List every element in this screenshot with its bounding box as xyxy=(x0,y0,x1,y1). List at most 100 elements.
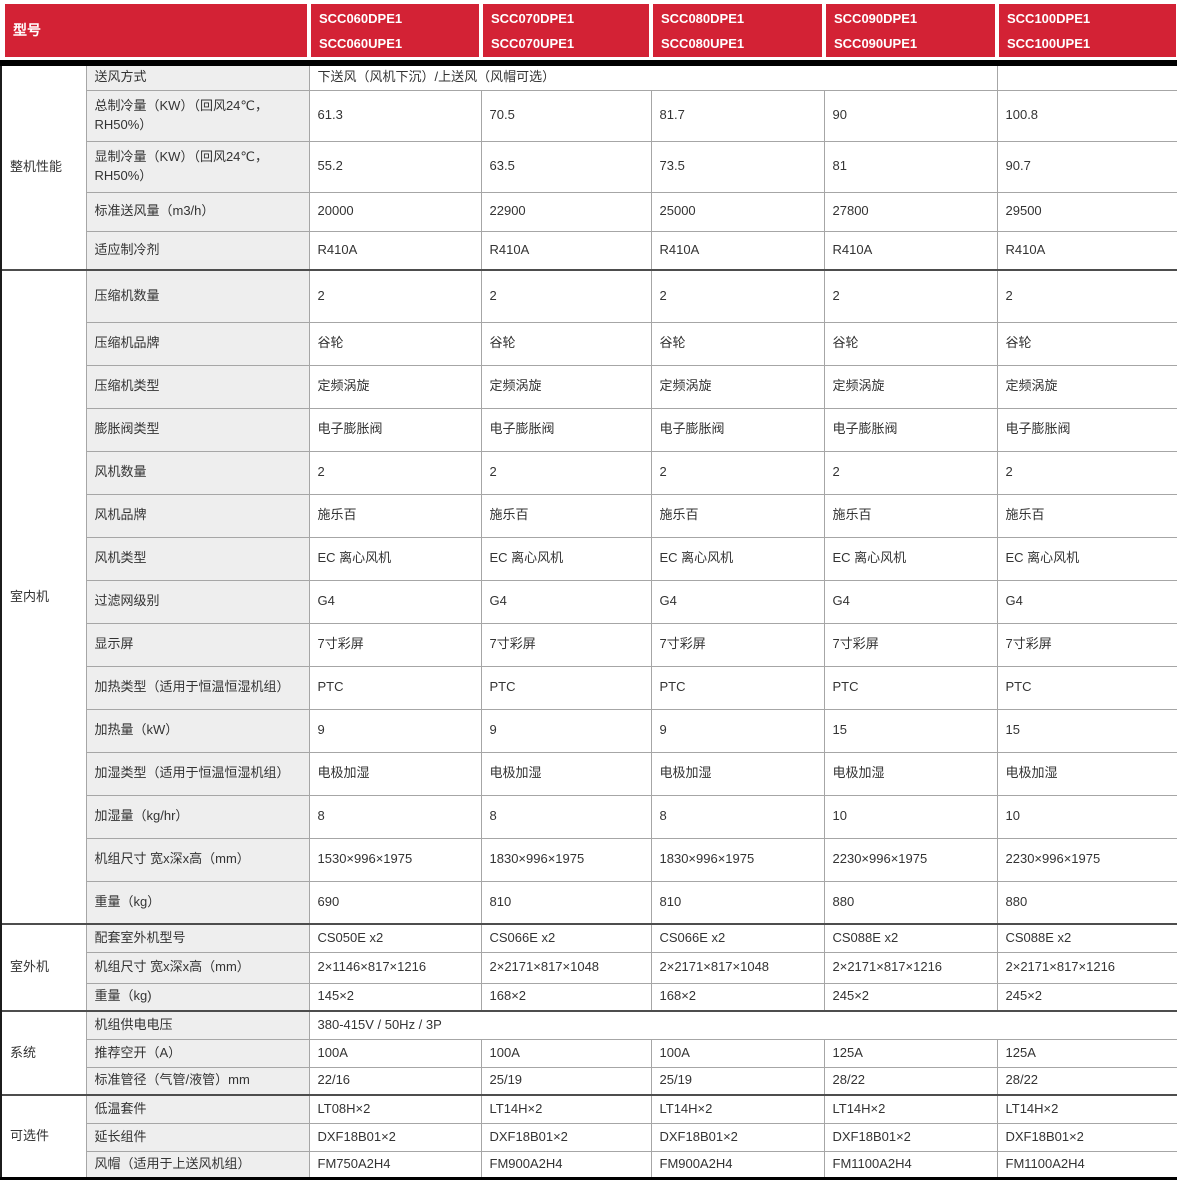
spec-row: 延长组件 DXF18B01×2 DXF18B01×2 DXF18B01×2 DXF18B… xyxy=(1,1122,1177,1152)
spec-value: 125A xyxy=(996,1038,1177,1068)
spec-value: 100A xyxy=(650,1038,825,1068)
spec-value: 2 xyxy=(308,269,482,323)
spec-label: 过滤网级别 xyxy=(85,579,310,624)
spec-value: 22/16 xyxy=(308,1066,482,1096)
spec-value: CS050E x2 xyxy=(308,923,482,953)
spec-value: DXF18B01×2 xyxy=(650,1122,825,1152)
spec-row: 重量（kg） 690 810 810 880 880 xyxy=(1,880,1177,925)
spec-label: 加热量（kW） xyxy=(85,708,310,753)
spec-value: FM1100A2H4 xyxy=(996,1150,1177,1180)
spec-value: 245×2 xyxy=(823,982,998,1012)
spec-value: 1830×996×1975 xyxy=(480,837,652,882)
spec-label: 膨胀阀类型 xyxy=(85,407,310,452)
spec-value: 9 xyxy=(480,708,652,753)
spec-value: 100A xyxy=(480,1038,652,1068)
spec-value: G4 xyxy=(480,579,652,624)
spec-value-empty xyxy=(996,63,1177,91)
spec-value: 29500 xyxy=(996,191,1177,232)
spec-label: 显示屏 xyxy=(85,622,310,667)
spec-label: 低温套件 xyxy=(85,1094,310,1124)
spec-value: 28/22 xyxy=(996,1066,1177,1096)
spec-value: 施乐百 xyxy=(650,493,825,538)
spec-value: EC 离心风机 xyxy=(308,536,482,581)
spec-value: 电极加湿 xyxy=(823,751,998,796)
spec-value: 定频涡旋 xyxy=(823,364,998,409)
spec-value: 9 xyxy=(308,708,482,753)
spec-value: 定频涡旋 xyxy=(650,364,825,409)
spec-value: PTC xyxy=(308,665,482,710)
model-header-cell: SCC090DPE1 SCC090UPE1 xyxy=(824,0,997,66)
model-name-line1: SCC100DPE1 xyxy=(1007,10,1091,26)
spec-value: 2 xyxy=(480,450,652,495)
spec-row: 室外机 配套室外机型号 CS050E x2 CS066E x2 CS066E x2 CS0… xyxy=(0,923,1177,1012)
spec-value: LT14H×2 xyxy=(996,1094,1177,1124)
spec-value: 电极加湿 xyxy=(308,751,482,796)
spec-value: 810 xyxy=(480,880,652,925)
spec-value: G4 xyxy=(823,579,998,624)
spec-label: 重量（kg) xyxy=(85,982,310,1012)
spec-row: 室内机 压缩机数量 2 2 2 2 2 xyxy=(0,269,1177,925)
spec-value: FM1100A2H4 xyxy=(823,1150,998,1180)
spec-value: R410A xyxy=(650,230,825,271)
spec-row: 风帽（适用于上送风机组） FM750A2H4 FM900A2H4 FM900A2H4 F… xyxy=(1,1150,1177,1180)
spec-value: 谷轮 xyxy=(650,321,825,366)
spec-value: 55.2 xyxy=(308,140,482,193)
spec-value: CS088E x2 xyxy=(996,923,1177,953)
spec-value: 施乐百 xyxy=(480,493,652,538)
spec-value: 25/19 xyxy=(650,1066,825,1096)
spec-label: 送风方式 xyxy=(85,63,310,91)
spec-row: 过滤网级别 G4 G4 G4 G4 G4 xyxy=(1,579,1177,624)
spec-label: 机组尺寸 宽x深x高（mm） xyxy=(85,837,310,882)
spec-label: 加湿类型（适用于恒温恒湿机组） xyxy=(85,751,310,796)
spec-value: 7寸彩屏 xyxy=(823,622,998,667)
spec-value: 定频涡旋 xyxy=(996,364,1177,409)
spec-row: 压缩机类型 定频涡旋 定频涡旋 定频涡旋 定频涡旋 定频涡旋 xyxy=(1,364,1177,409)
spec-value: 谷轮 xyxy=(823,321,998,366)
spec-value: DXF18B01×2 xyxy=(480,1122,652,1152)
spec-value: 7寸彩屏 xyxy=(480,622,652,667)
spec-row: 加热量（kW） 9 9 9 15 15 xyxy=(1,708,1177,753)
spec-value: PTC xyxy=(996,665,1177,710)
spec-label: 压缩机类型 xyxy=(85,364,310,409)
model-name: SCC070DPE1 SCC070UPE1 xyxy=(483,4,649,57)
spec-value: 电子膨胀阀 xyxy=(308,407,482,452)
spec-value: DXF18B01×2 xyxy=(823,1122,998,1152)
model-name: SCC100DPE1 SCC100UPE1 xyxy=(999,4,1176,57)
section-group-label: 整机性能 xyxy=(0,63,87,271)
model-corner-label: 型号 xyxy=(5,4,307,57)
spec-value: 81 xyxy=(823,140,998,193)
spec-label: 机组供电电压 xyxy=(85,1010,310,1040)
spec-value: 25000 xyxy=(650,191,825,232)
spec-value: 谷轮 xyxy=(480,321,652,366)
spec-value: 90 xyxy=(823,89,998,142)
spec-row: 风机数量 2 2 2 2 2 xyxy=(1,450,1177,495)
model-name: SCC080DPE1 SCC080UPE1 xyxy=(653,4,822,57)
spec-value: CS088E x2 xyxy=(823,923,998,953)
spec-value: 15 xyxy=(996,708,1177,753)
spec-value: 63.5 xyxy=(480,140,652,193)
spec-value-merged: 下送风（风机下沉）/上送风（风帽可选） xyxy=(308,63,998,91)
spec-value: R410A xyxy=(480,230,652,271)
spec-value: 2×2171×817×1048 xyxy=(650,951,825,984)
spec-value: 880 xyxy=(823,880,998,925)
spec-value: 电子膨胀阀 xyxy=(996,407,1177,452)
spec-label: 风机品牌 xyxy=(85,493,310,538)
spec-row: 重量（kg) 145×2 168×2 168×2 245×2 245×2 xyxy=(1,982,1177,1012)
spec-value: 施乐百 xyxy=(308,493,482,538)
spec-value: PTC xyxy=(480,665,652,710)
spec-value: 28/22 xyxy=(823,1066,998,1096)
spec-value: 2×2171×817×1048 xyxy=(480,951,652,984)
spec-value: PTC xyxy=(650,665,825,710)
spec-value: PTC xyxy=(823,665,998,710)
spec-label: 标准管径（气管/液管）mm xyxy=(85,1066,310,1096)
spec-row: 压缩机品牌 谷轮 谷轮 谷轮 谷轮 谷轮 xyxy=(1,321,1177,366)
spec-value: 施乐百 xyxy=(823,493,998,538)
spec-value: 2×2171×817×1216 xyxy=(823,951,998,984)
spec-row: 标准管径（气管/液管）mm 22/16 25/19 25/19 28/22 28/22 xyxy=(1,1066,1177,1096)
spec-value: 1530×996×1975 xyxy=(308,837,482,882)
model-header-cell: SCC100DPE1 SCC100UPE1 xyxy=(997,0,1177,66)
spec-value: 125A xyxy=(823,1038,998,1068)
spec-row: 风机类型 EC 离心风机 EC 离心风机 EC 离心风机 EC 离心风机 EC 离心风机 xyxy=(1,536,1177,581)
spec-label: 压缩机品牌 xyxy=(85,321,310,366)
